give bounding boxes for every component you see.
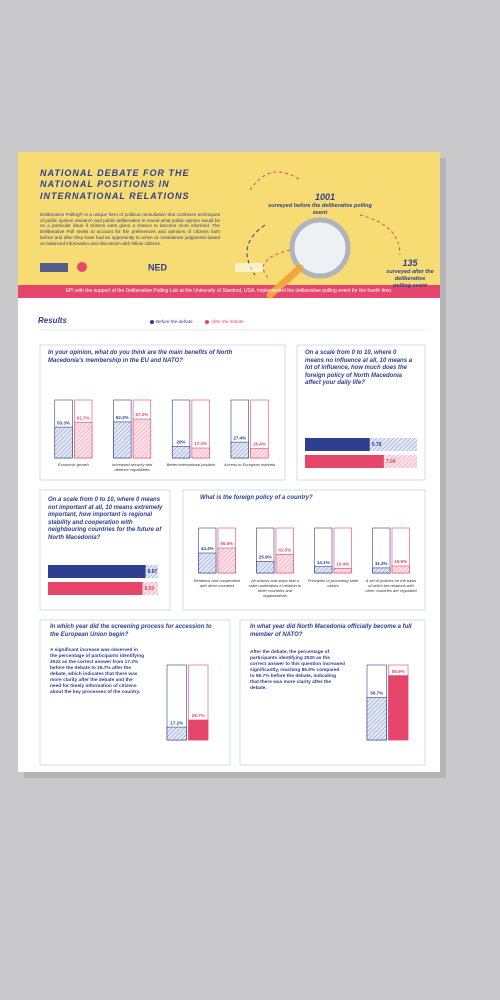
stat-value: 135 bbox=[402, 258, 418, 268]
value-label: 8.87 bbox=[148, 569, 158, 575]
bar bbox=[275, 554, 294, 574]
value-label: 15.6% bbox=[394, 559, 407, 564]
question: In what year did North Macedonia officia… bbox=[250, 624, 412, 638]
bar bbox=[305, 438, 370, 451]
value-label: 53.3% bbox=[57, 420, 70, 425]
bar bbox=[188, 719, 209, 741]
category-label: A set of policies on the basis of which … bbox=[365, 578, 417, 593]
legend-label: Before the debate bbox=[156, 319, 193, 324]
bar bbox=[305, 455, 384, 468]
dashed-path bbox=[249, 171, 401, 281]
category-label: Relations and cooperation with other cou… bbox=[193, 578, 241, 588]
legend-label: After the debate bbox=[211, 319, 244, 324]
value-label: 25.9% bbox=[259, 555, 272, 560]
bar bbox=[314, 566, 333, 574]
question: On a scale from 0 to 10, where 0 means n… bbox=[48, 497, 163, 541]
title: NATIONAL DEBATE FOR THE NATIONAL POSITIO… bbox=[40, 168, 190, 201]
panel bbox=[239, 619, 426, 766]
panel bbox=[39, 344, 286, 481]
legend-dot bbox=[205, 320, 209, 324]
bar bbox=[366, 697, 387, 741]
bar bbox=[48, 582, 143, 595]
value-label: 27.4% bbox=[233, 435, 246, 440]
explanation: A significant increase was observed in t… bbox=[50, 648, 145, 695]
value-label: 56.7% bbox=[370, 691, 383, 696]
bar bbox=[250, 448, 269, 459]
logo bbox=[40, 263, 68, 272]
value-label: 62.2% bbox=[116, 415, 129, 420]
question: On a scale from 0 to 10, where 0 means n… bbox=[305, 350, 413, 386]
category-label: Increased security and defence capabilit… bbox=[112, 462, 153, 472]
value-label: 8.59 bbox=[144, 586, 154, 592]
logo-text: NED bbox=[148, 262, 168, 272]
value-label: 14.1% bbox=[317, 560, 330, 565]
bar bbox=[54, 426, 73, 459]
value-label: 44.4% bbox=[201, 546, 214, 551]
category-label: All actions and steps that a state under… bbox=[248, 578, 302, 598]
value-label: 41.5% bbox=[278, 548, 291, 553]
value-label: 55.6% bbox=[220, 541, 233, 546]
banner-band bbox=[18, 285, 440, 298]
value-label: 17.2% bbox=[170, 720, 183, 725]
bar bbox=[230, 441, 249, 459]
value-label: 5.78 bbox=[372, 442, 382, 448]
category-label: Access to European markets bbox=[224, 462, 276, 467]
value-label: 67.2% bbox=[136, 412, 149, 417]
category-label: Better international position bbox=[166, 462, 216, 467]
logo bbox=[77, 262, 87, 272]
value-label: 85.9% bbox=[392, 669, 405, 674]
bar bbox=[132, 418, 152, 459]
stat-value: 1001 bbox=[314, 192, 336, 202]
bar bbox=[217, 547, 236, 574]
magnifier bbox=[289, 217, 351, 279]
description: Deliberative Polling® is a unique form o… bbox=[40, 212, 220, 246]
value-label: 20% bbox=[177, 440, 186, 445]
bar bbox=[166, 726, 187, 741]
question: What is the foreign policy of a country? bbox=[200, 495, 313, 501]
category-label: Economic growth bbox=[58, 462, 89, 467]
bar bbox=[171, 446, 191, 459]
magnifier-handle bbox=[266, 264, 304, 299]
bar-frame bbox=[314, 527, 333, 574]
value-label: 11.3% bbox=[375, 561, 388, 566]
panel bbox=[39, 619, 231, 766]
bar bbox=[388, 675, 409, 741]
panel bbox=[296, 344, 426, 481]
value-label: 7.04 bbox=[386, 459, 396, 465]
results-title: Results bbox=[38, 316, 67, 325]
stat-label: surveyed before the deliberative polling… bbox=[268, 203, 372, 216]
question: In your opinion, what do you think are t… bbox=[48, 350, 233, 364]
category-label: Principles of promoting state values bbox=[307, 578, 359, 588]
header-band bbox=[18, 152, 440, 285]
explanation: After the debate, the percentage of part… bbox=[250, 650, 345, 691]
logo bbox=[235, 263, 263, 272]
value-label: 61.7% bbox=[77, 415, 90, 420]
bar bbox=[48, 565, 146, 578]
bar bbox=[333, 568, 352, 574]
bar-frame bbox=[372, 527, 391, 574]
bar bbox=[198, 552, 217, 574]
panel bbox=[39, 489, 171, 611]
legend-dot bbox=[150, 320, 154, 324]
value-label: 26.7% bbox=[192, 713, 205, 718]
bar bbox=[256, 561, 275, 574]
bar bbox=[191, 447, 210, 459]
stat-label: surveyed after the deliberative polling … bbox=[386, 269, 434, 289]
bar bbox=[391, 565, 410, 574]
panel bbox=[182, 489, 426, 611]
question: In which year did the screening process … bbox=[50, 624, 212, 638]
value-label: 16.4% bbox=[253, 442, 266, 447]
bar bbox=[372, 567, 391, 574]
value-label: 17.2% bbox=[194, 441, 207, 446]
bar bbox=[113, 421, 132, 459]
banner: EPI with the support of the Deliberative… bbox=[65, 288, 393, 294]
value-label: 10.4% bbox=[336, 562, 349, 567]
bar bbox=[74, 421, 93, 459]
